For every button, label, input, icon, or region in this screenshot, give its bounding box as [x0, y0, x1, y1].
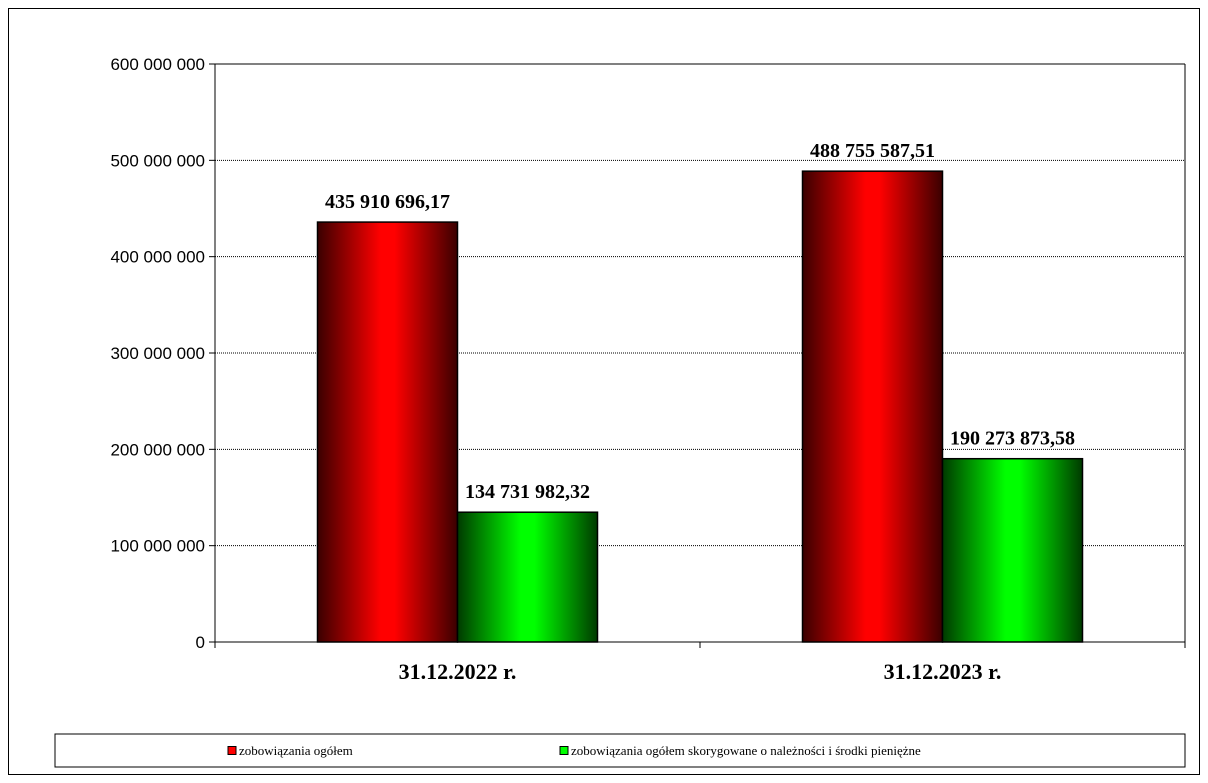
y-tick-label: 400 000 000: [110, 248, 205, 267]
chart-frame: 0 100 000 000 200 000 000 300 000 000 400 00…: [8, 8, 1200, 775]
bar-adjusted-2: [941, 457, 1084, 643]
bars: [316, 170, 1084, 643]
y-tick-label: 100 000 000: [110, 537, 205, 556]
x-category-label: 31.12.2022 r.: [399, 659, 517, 684]
bar-total-1: [316, 221, 459, 643]
legend-label: zobowiązania ogółem: [239, 743, 353, 758]
bar-chart: 0 100 000 000 200 000 000 300 000 000 400 00…: [54, 55, 1186, 768]
y-tick-label: 0: [196, 633, 205, 652]
bar-total-2: [801, 170, 944, 643]
data-label: 435 910 696,17: [325, 191, 450, 213]
x-category-label: 31.12.2023 r.: [884, 659, 1002, 684]
legend: zobowiązania ogółem zobowiązania ogółem s…: [54, 733, 1186, 768]
legend-swatch: [559, 746, 569, 755]
data-label: 190 273 873,58: [950, 428, 1075, 450]
y-tick-label: 300 000 000: [110, 344, 205, 363]
legend-box: [54, 733, 1186, 768]
y-tick-label: 200 000 000: [110, 440, 205, 459]
data-label: 488 755 587,51: [810, 140, 935, 162]
legend-label: zobowiązania ogółem skorygowane o należn…: [571, 743, 921, 758]
bar-adjusted-1: [456, 511, 599, 643]
data-labels: 435 910 696,17 134 731 982,32 488 755 587,…: [325, 140, 1075, 503]
data-label: 134 731 982,32: [465, 481, 590, 503]
y-tick-label: 500 000 000: [110, 151, 205, 170]
legend-swatch: [227, 746, 237, 755]
y-tick-label: 600 000 000: [110, 55, 205, 74]
